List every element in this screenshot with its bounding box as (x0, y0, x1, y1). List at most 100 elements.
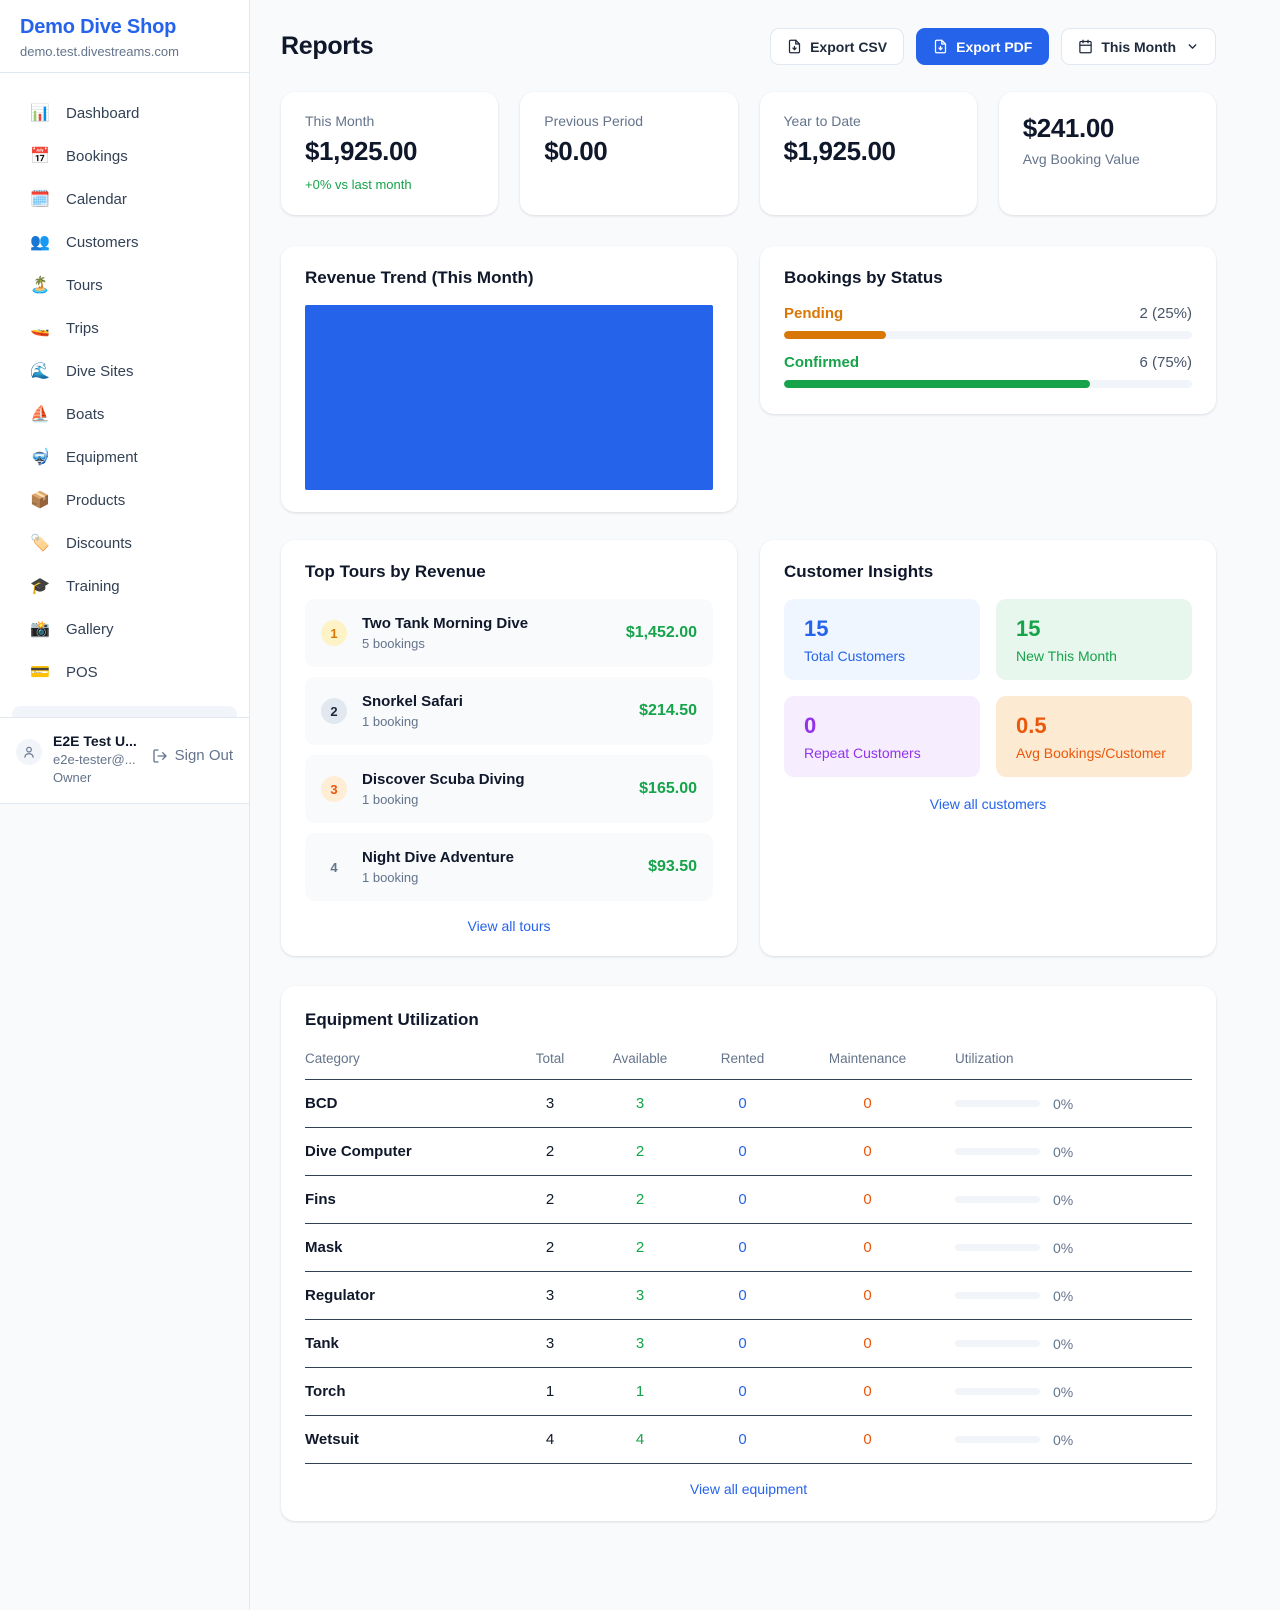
stat-label: Year to Date (783, 113, 861, 129)
utilization-bar (955, 1292, 1040, 1299)
sidebar-item-label: Training (66, 578, 120, 595)
stat-value: $1,925.00 (783, 136, 896, 166)
cell-utilization: 0% (1053, 1191, 1074, 1208)
cell-category: Wetsuit (305, 1415, 505, 1464)
export-csv-button[interactable]: Export CSV (770, 28, 905, 65)
sidebar-item-discounts[interactable]: 🏷️ Discounts (12, 522, 237, 565)
sidebar-item-products[interactable]: 📦 Products (12, 479, 237, 522)
export-pdf-label: Export PDF (956, 38, 1033, 55)
bookings-icon: 📅 (30, 147, 50, 165)
col-header-total: Total (505, 1047, 595, 1080)
sidebar-item-calendar[interactable]: 🗓️ Calendar (12, 178, 237, 221)
sidebar-item-label: Equipment (66, 449, 138, 466)
tile-repeat-customers: 0 Repeat Customers (784, 696, 980, 777)
cell-available: 3 (595, 1319, 685, 1368)
user-icon (24, 746, 34, 758)
view-all-tours-link[interactable]: View all tours (305, 918, 713, 934)
cell-utilization: 0% (1053, 1143, 1074, 1160)
main-content: Reports Export CSV Export PDF This Month (250, 0, 1280, 1610)
tile-value: 15 (804, 616, 829, 641)
sidebar: Demo Dive Shop demo.test.divestreams.com… (0, 0, 250, 1610)
sidebar-item-partial[interactable] (12, 706, 237, 717)
tile-value: 0.5 (1016, 713, 1047, 738)
cell-maintenance: 0 (800, 1271, 935, 1320)
cell-utilization: 0% (1053, 1335, 1074, 1352)
tour-bookings-count: 5 bookings (362, 636, 425, 651)
cell-total: 3 (505, 1271, 595, 1320)
equipment-row-dive-computer: Dive Computer 2 2 0 0 0% (305, 1127, 1192, 1176)
cell-rented: 0 (685, 1223, 800, 1272)
cell-maintenance: 0 (800, 1175, 935, 1224)
sidebar-item-label: Dive Sites (66, 363, 134, 380)
stat-value: $1,925.00 (305, 136, 418, 166)
customer-insights-title: Customer Insights (784, 562, 934, 581)
stat-card-previous-period: Previous Period $0.00 (520, 92, 738, 215)
gallery-icon: 📸 (30, 620, 50, 638)
insights-row: Top Tours by Revenue 1 Two Tank Morning … (281, 540, 1216, 956)
sidebar-item-boats[interactable]: ⛵ Boats (12, 393, 237, 436)
top-tours-title: Top Tours by Revenue (305, 562, 486, 581)
status-bar-track (784, 331, 1192, 339)
sidebar-item-label: Customers (66, 234, 139, 251)
tour-bookings-count: 1 booking (362, 792, 419, 807)
equipment-table: Category Total Available Rented Maintena… (305, 1047, 1192, 1464)
stat-label: This Month (305, 113, 375, 129)
sign-out-button[interactable]: Sign Out (152, 747, 233, 764)
stat-card-this-month: This Month $1,925.00 +0% vs last month (281, 92, 499, 215)
tile-avg-bookings-customer: 0.5 Avg Bookings/Customer (996, 696, 1192, 777)
tour-name: Two Tank Morning Dive (362, 615, 529, 632)
revenue-trend-title: Revenue Trend (This Month) (305, 268, 534, 287)
stat-card-avg-booking-value: $241.00 Avg Booking Value (998, 92, 1216, 215)
top-tours-card: Top Tours by Revenue 1 Two Tank Morning … (281, 540, 737, 956)
cell-total: 4 (505, 1415, 595, 1464)
shop-domain: demo.test.divestreams.com (20, 44, 179, 59)
tour-name: Night Dive Adventure (362, 849, 514, 866)
cell-rented: 0 (685, 1175, 800, 1224)
sidebar-item-bookings[interactable]: 📅 Bookings (12, 135, 237, 178)
sidebar-item-customers[interactable]: 👥 Customers (12, 221, 237, 264)
sidebar-item-tours[interactable]: 🏝️ Tours (12, 264, 237, 307)
view-all-equipment-link[interactable]: View all equipment (305, 1481, 1192, 1497)
sidebar-item-equipment[interactable]: 🤿 Equipment (12, 436, 237, 479)
cell-maintenance: 0 (800, 1079, 935, 1128)
tour-item-discover-scuba-diving: 3 Discover Scuba Diving 1 booking $165.0… (305, 755, 713, 823)
cell-category: Torch (305, 1367, 505, 1416)
tour-revenue: $1,452.00 (625, 624, 697, 641)
shop-name: Demo Dive Shop (20, 16, 177, 38)
view-all-customers-link[interactable]: View all customers (784, 796, 1192, 812)
sidebar-item-dive-sites[interactable]: 🌊 Dive Sites (12, 350, 237, 393)
cell-rented: 0 (685, 1415, 800, 1464)
tour-name: Snorkel Safari (362, 693, 463, 710)
export-pdf-button[interactable]: Export PDF (916, 28, 1050, 65)
sign-out-label: Sign Out (174, 747, 233, 764)
cell-rented: 0 (685, 1127, 800, 1176)
page-header: Reports Export CSV Export PDF This Month (281, 28, 1216, 65)
rank-badge: 1 (321, 620, 347, 646)
sidebar-item-dashboard[interactable]: 📊 Dashboard (12, 92, 237, 135)
sidebar-item-trips[interactable]: 🚤 Trips (12, 307, 237, 350)
top-tours-list: 1 Two Tank Morning Dive 5 bookings $1,45… (305, 599, 713, 901)
cell-utilization: 0% (1053, 1287, 1074, 1304)
cell-category: BCD (305, 1079, 505, 1128)
period-selector[interactable]: This Month (1061, 28, 1216, 65)
dive-sites-icon: 🌊 (30, 362, 50, 380)
user-info: E2E Test U... e2e-tester@... Owner (53, 733, 137, 785)
cell-category: Mask (305, 1223, 505, 1272)
cell-available: 3 (595, 1079, 685, 1128)
stat-label: Avg Booking Value (1022, 151, 1140, 167)
cell-category: Tank (305, 1319, 505, 1368)
dashboard-icon: 📊 (30, 104, 50, 122)
stat-delta: +0% vs last month (305, 177, 412, 192)
avatar (16, 739, 42, 765)
sidebar-item-label: Boats (66, 406, 105, 423)
user-name: E2E Test U... (53, 733, 137, 749)
equipment-table-header: Category Total Available Rented Maintena… (305, 1047, 1192, 1080)
tour-item-night-dive-adventure: 4 Night Dive Adventure 1 booking $93.50 (305, 833, 713, 901)
tile-label: Avg Bookings/Customer (1016, 745, 1166, 761)
status-label-confirmed: Confirmed (784, 354, 859, 371)
cell-total: 2 (505, 1127, 595, 1176)
sidebar-item-pos[interactable]: 💳 POS (12, 651, 237, 694)
sidebar-item-gallery[interactable]: 📸 Gallery (12, 608, 237, 651)
sidebar-item-training[interactable]: 🎓 Training (12, 565, 237, 608)
